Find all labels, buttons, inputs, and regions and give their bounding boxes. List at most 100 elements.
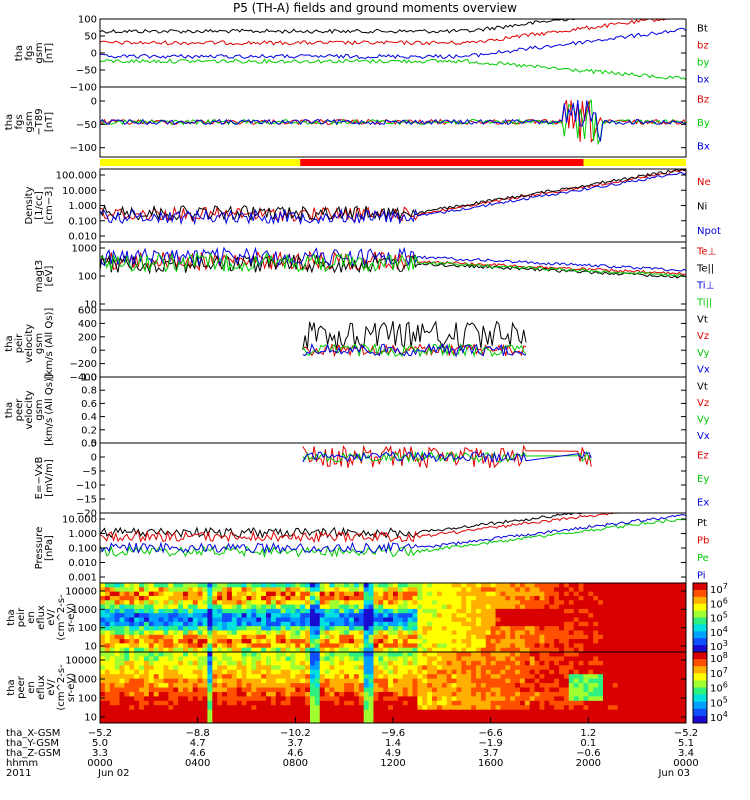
legend-Ez: Ez xyxy=(697,451,709,462)
series-line-Ey xyxy=(302,450,592,464)
panel-10-ylabel: eflux xyxy=(36,675,47,700)
panel-1-ytick-label: 50 xyxy=(84,32,97,43)
panel-6-ytick-label: 0.0 xyxy=(81,439,97,450)
panel-5-plot-area xyxy=(302,320,527,358)
panel-8-ytick-label: 0.001 xyxy=(68,573,97,584)
panel-7-plot-area xyxy=(302,444,592,469)
panel-1-ytick-label: −100 xyxy=(70,83,97,94)
ephemeris-value: 0.1 xyxy=(580,738,596,749)
ephemeris-value: −6.6 xyxy=(479,728,503,739)
panel-6-ylabel: peer xyxy=(14,398,25,422)
panel-7-ylabel: [mV/m] xyxy=(44,459,55,497)
panel-1-ylabel: tha xyxy=(14,45,25,61)
panel-7-ytick-label: −20 xyxy=(76,509,97,520)
ephemeris: tha_X-GSM −5.2 −8.8 −10.2 −9.6 −6.6 1.2 −5.2 tha… xyxy=(6,728,699,779)
panel-7-ytick-label: 5 xyxy=(91,439,97,450)
legend-Bz: Bz xyxy=(697,95,709,106)
ephemeris-value: 5.1 xyxy=(678,738,694,749)
panel-8-frame xyxy=(99,512,687,584)
panel-3-ytick-label: 0.010 xyxy=(68,232,97,243)
ephemeris-value: −5.2 xyxy=(674,728,698,739)
panel-4-ylabel: [eV] xyxy=(44,266,55,287)
ephemeris-value: 3.7 xyxy=(287,738,303,749)
panel-9-ylabel: (cm^2-s- xyxy=(56,594,67,641)
panel-5-ytick-label: 0 xyxy=(91,346,97,357)
legend-bx: bx xyxy=(697,75,709,86)
legend-Pe: Pe xyxy=(697,553,709,564)
panel-3-ytick-label: 1.000 xyxy=(68,201,97,212)
ephemeris-value: 0000 xyxy=(87,758,112,769)
panel-5-ytick-label: −400 xyxy=(70,373,97,384)
panel-2-ytick-label: −100 xyxy=(70,143,97,154)
panel-6-ylabel: tha xyxy=(4,402,15,418)
panel-1-ytick-label: 100 xyxy=(78,15,97,26)
panel-9: 10000 1000 100 10 tha peir en eflux eV/(cm^2-s-s… xyxy=(6,582,728,653)
legend-Te: Te|| xyxy=(696,264,714,275)
legend-Vt: Vt xyxy=(697,314,708,325)
series-line-Ez xyxy=(302,444,592,469)
legend-By: By xyxy=(697,118,710,129)
panel-10-ylabel: (cm^2-s- xyxy=(56,664,67,711)
ephemeris-value: −5.2 xyxy=(88,728,112,739)
panel-10: 10000 1000 100 10 tha peer en eflux eV/(cm^2-s-s… xyxy=(6,651,728,724)
panel-2-plot-area xyxy=(100,99,686,146)
series-line-Ti xyxy=(100,251,686,278)
panel-10-colorbar-label: 107 xyxy=(710,666,728,680)
legend-Pb: Pb xyxy=(697,535,709,546)
panel-7-ytick-label: −15 xyxy=(76,495,97,506)
panel-8-ylabel: [nPa] xyxy=(44,535,55,561)
ephemeris-value: 1.4 xyxy=(385,738,401,749)
panel-10-ytick-label: 100 xyxy=(78,694,97,705)
series-line-Vx xyxy=(302,342,527,358)
panel-7-ytick-label: −5 xyxy=(82,467,97,478)
panel-9-ytick-label: 100 xyxy=(78,623,97,634)
panel-5-ylabel: gsm xyxy=(34,333,45,354)
panel-5-ytick-label: 200 xyxy=(78,332,97,343)
legend-Pt: Pt xyxy=(697,518,707,529)
ephemeris-row-label: 2011 xyxy=(6,768,31,779)
ephemeris-value: 5.0 xyxy=(92,738,108,749)
panel-1-ylabel: [nT] xyxy=(44,43,55,63)
panel-10-colorbar-label: 104 xyxy=(710,710,728,724)
panel-4-ytick-label: 100 xyxy=(78,272,97,283)
ephemeris-row-label: tha_Z-GSM xyxy=(6,748,61,759)
panel-1-ytick-label: 0 xyxy=(91,49,97,60)
panel-10-ylabel: tha xyxy=(6,679,17,695)
panel-1-ylabel: gsm xyxy=(34,42,45,63)
series-line-bx xyxy=(100,27,686,60)
legend-Vt: Vt xyxy=(697,381,708,392)
panel-1-ytick-label: −50 xyxy=(76,66,97,77)
panel-3-ytick-label: 0.100 xyxy=(68,216,97,227)
ephemeris-value: −10.2 xyxy=(280,728,311,739)
legend-Vz: Vz xyxy=(697,398,709,409)
legend-Vz: Vz xyxy=(697,331,709,342)
mode-bar xyxy=(100,159,686,166)
ephemeris-value: 3.7 xyxy=(483,748,499,759)
series-line-Vt xyxy=(302,320,527,352)
panel-2-ylabel: [nT] xyxy=(44,112,55,132)
ephemeris-value: 3.4 xyxy=(678,748,694,759)
legend-Ni: Ni xyxy=(697,202,707,213)
panel-2: 0 −50 −100 tha fgs gsm −T89 [nT] Bz By Bx xyxy=(4,86,710,158)
series-line-Pb xyxy=(100,513,686,544)
ephemeris-value: −0.6 xyxy=(576,748,600,759)
panel-2-ylabel: fgs xyxy=(14,114,25,129)
panel-10-colorbar-label: 105 xyxy=(710,695,728,709)
panel-10-ylabel: eV/ xyxy=(46,679,57,696)
ephemeris-row-label: hhmm xyxy=(6,758,38,769)
ephemeris-value: Jun 03 xyxy=(657,768,690,779)
panel-10-ylabel: sr-eV) xyxy=(66,673,77,702)
ephemeris-value: 0400 xyxy=(185,758,210,769)
series-line-Npot xyxy=(100,171,686,226)
legend-by: by xyxy=(697,58,709,69)
ephemeris-value: Jun 02 xyxy=(97,768,130,779)
panel-8-ytick-label: 1.000 xyxy=(68,529,97,540)
panel-7-frame xyxy=(99,442,687,514)
legend-Ne: Ne xyxy=(697,177,711,188)
ephemeris-row-label: tha_X-GSM xyxy=(6,728,60,739)
panel-2-ytick-label: −50 xyxy=(76,120,97,131)
series-line-Pt xyxy=(100,513,686,539)
panel-6-ylabel: velocity xyxy=(24,390,35,429)
